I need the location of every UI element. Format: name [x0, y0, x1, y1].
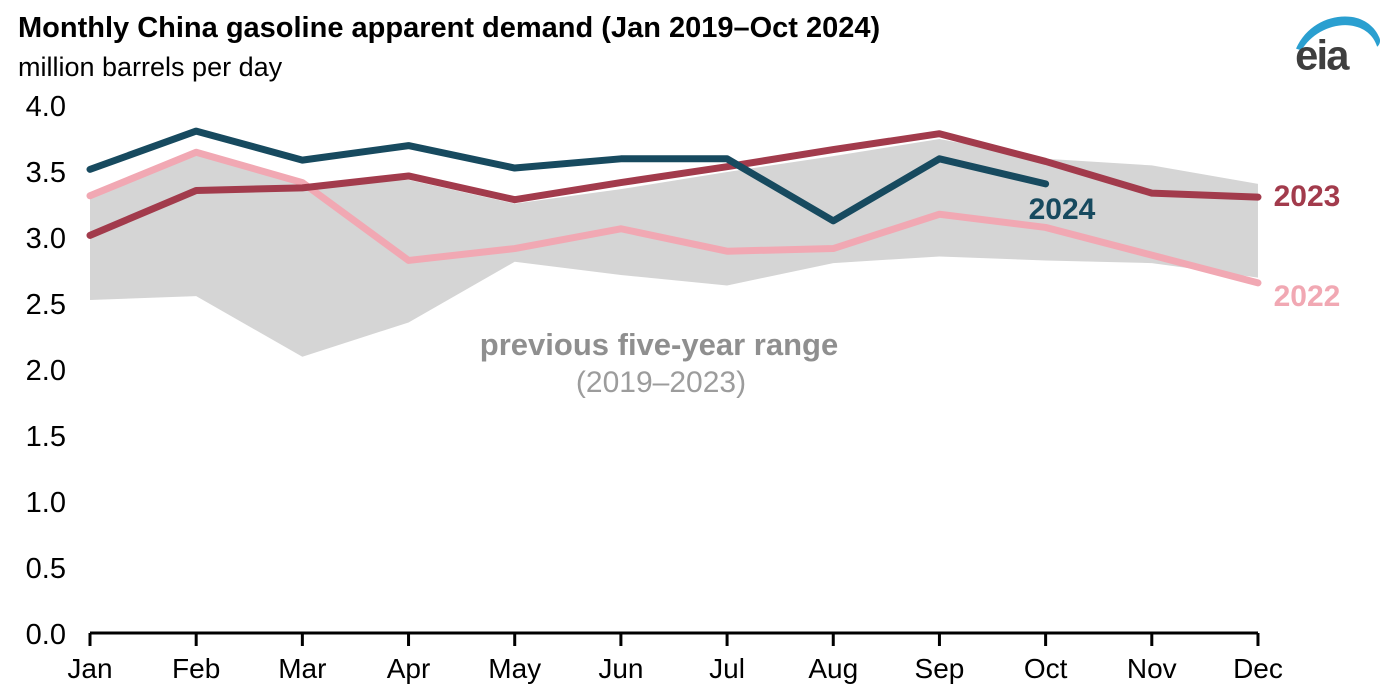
chart-title: Monthly China gasoline apparent demand (…: [18, 12, 881, 44]
y-tick-label: 1.0: [26, 487, 66, 519]
x-tick-label: Jan: [67, 653, 112, 684]
logo-swoosh-icon: [1296, 16, 1381, 51]
x-tick-label: Apr: [387, 653, 431, 684]
y-tick-label: 2.0: [26, 355, 66, 387]
range-annotation-line1: previous five-year range: [479, 327, 839, 362]
x-tick-label: Jul: [709, 653, 745, 684]
five-year-range-band: [90, 139, 1258, 357]
x-tick-label: May: [488, 653, 541, 684]
y-tick-label: 0.0: [26, 619, 66, 651]
x-tick-label: Sep: [915, 653, 965, 684]
series-label-2023: 2023: [1273, 180, 1341, 213]
logo-text: eia: [1295, 31, 1350, 74]
y-tick-label: 3.5: [26, 157, 66, 189]
series-label-2022: 2022: [1273, 280, 1341, 313]
x-tick-label: Oct: [1024, 653, 1068, 684]
y-tick-label: 0.5: [26, 553, 66, 585]
x-tick-label: Feb: [172, 653, 220, 684]
series-label-2024: 2024: [1028, 193, 1096, 226]
y-tick-label: 3.0: [26, 223, 66, 255]
chart-subtitle: million barrels per day: [18, 52, 283, 82]
x-tick-label: Jun: [598, 653, 643, 684]
line-2022: [86, 148, 1262, 287]
range-annotation-line2: (2019–2023): [575, 366, 747, 399]
x-tick-label: Aug: [808, 653, 858, 684]
x-tick-label: Nov: [1127, 653, 1177, 684]
y-tick-label: 4.0: [26, 91, 66, 123]
line-2024: [86, 127, 1050, 225]
line-2023: [86, 130, 1262, 239]
y-tick-label: 1.5: [26, 421, 66, 453]
y-tick-label: 2.5: [26, 289, 66, 321]
x-tick-label: Mar: [278, 653, 326, 684]
x-tick-label: Dec: [1233, 653, 1283, 684]
eia-logo: eia: [1295, 16, 1381, 74]
